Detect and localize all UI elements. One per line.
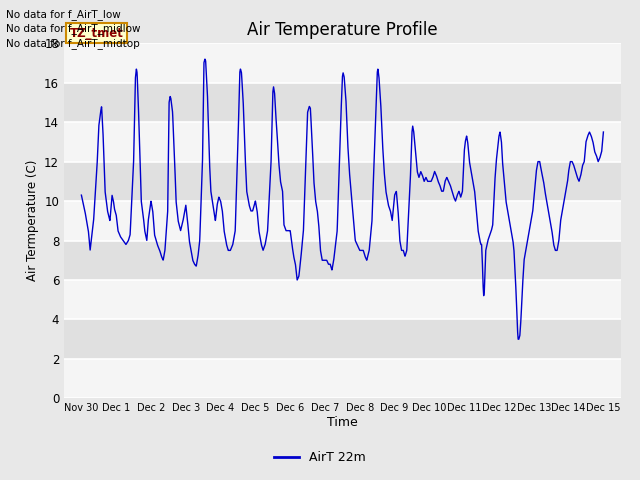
Text: No data for f_AirT_midlow: No data for f_AirT_midlow	[6, 23, 141, 34]
Bar	[64, 359, 621, 398]
Title: Air Temperature Profile: Air Temperature Profile	[247, 21, 438, 39]
Text: No data for f_AirT_low: No data for f_AirT_low	[6, 9, 121, 20]
Bar	[64, 280, 621, 320]
X-axis label: Time: Time	[327, 416, 358, 429]
Bar	[64, 201, 621, 240]
Y-axis label: Air Termperature (C): Air Termperature (C)	[26, 160, 38, 281]
Bar	[64, 320, 621, 359]
Text: No data for f_AirT_midtop: No data for f_AirT_midtop	[6, 37, 140, 48]
Legend: AirT 22m: AirT 22m	[269, 446, 371, 469]
Bar	[64, 43, 621, 83]
Bar	[64, 162, 621, 201]
Text: TZ_tmet: TZ_tmet	[70, 27, 124, 40]
Bar	[64, 122, 621, 162]
Bar	[64, 83, 621, 122]
Bar	[64, 240, 621, 280]
